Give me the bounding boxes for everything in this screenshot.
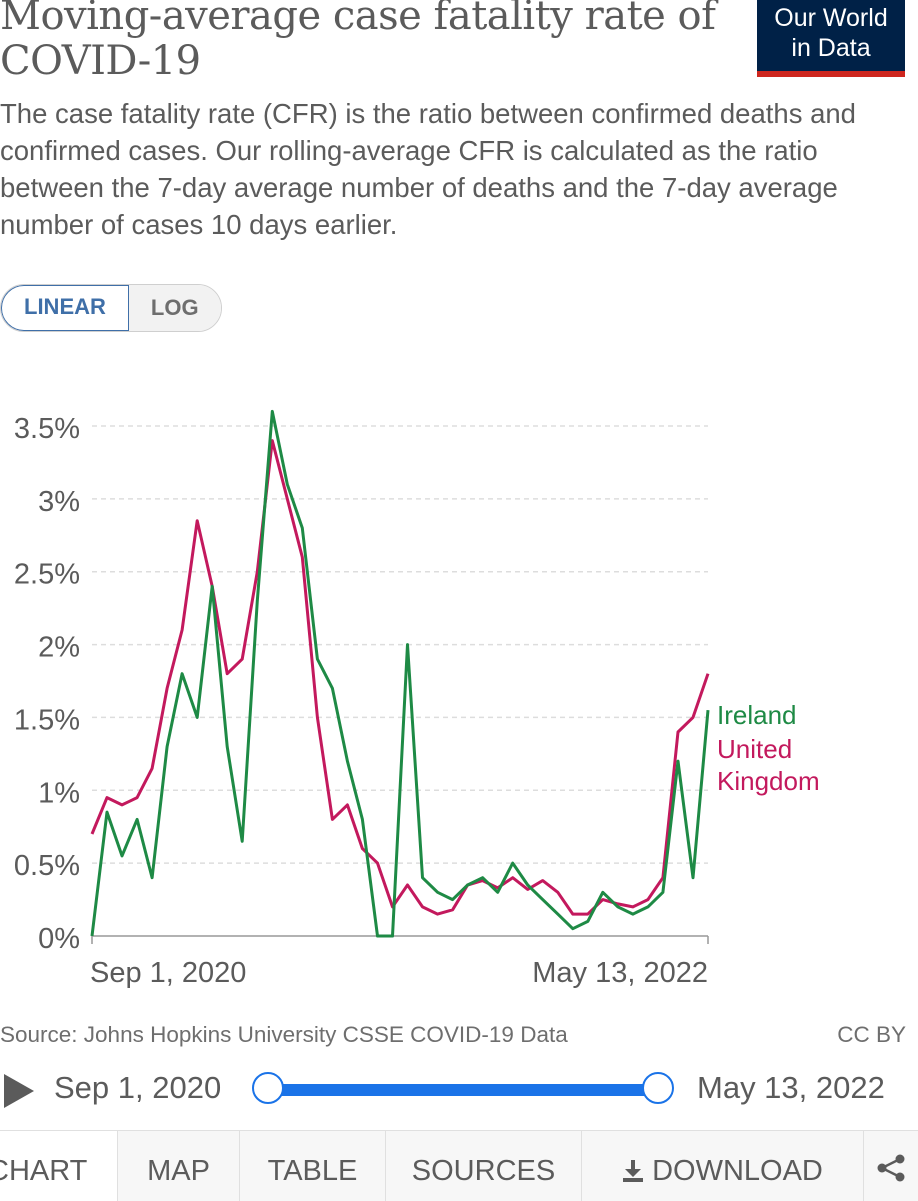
x-tick-label: Sep 1, 2020: [90, 957, 246, 989]
linear-scale-button[interactable]: LINEAR: [1, 285, 129, 331]
tab-chart[interactable]: CHART: [0, 1131, 118, 1201]
scale-toggle: LINEAR LOG: [0, 284, 222, 332]
tab-download[interactable]: DOWNLOAD: [582, 1131, 864, 1201]
series-line-ireland: [90, 409, 710, 938]
legend-label-ireland: Ireland: [717, 700, 797, 730]
share-button[interactable]: [864, 1131, 918, 1201]
chart-title: Moving-average case fatality rate of COV…: [0, 0, 716, 84]
y-tick-label: 1.5%: [14, 704, 80, 736]
license-link[interactable]: CC BY: [837, 1022, 906, 1047]
source-note[interactable]: Source: Johns Hopkins University CSSE CO…: [0, 1022, 568, 1047]
y-tick-label: 3.5%: [14, 413, 80, 445]
logo-line-1: Our World: [774, 4, 888, 32]
timeline-end-label: May 13, 2022: [697, 1070, 885, 1105]
x-tick-label: May 13, 2022: [532, 957, 708, 989]
line-chart: 0% 0.5% 1% 1.5% 2% 2.5% 3% 3.5% Sep 1, 2020 May 1…: [14, 409, 820, 989]
legend-label-united-kingdom-line2: Kingdom: [717, 766, 820, 796]
y-tick-label: 2%: [38, 632, 80, 664]
y-tick-label: 3%: [38, 486, 80, 518]
tab-map[interactable]: MAP: [118, 1131, 240, 1201]
play-icon[interactable]: [4, 1074, 34, 1108]
y-tick-label: 0.5%: [14, 850, 80, 882]
tab-table[interactable]: TABLE: [240, 1131, 386, 1201]
tab-download-label: DOWNLOAD: [652, 1155, 823, 1187]
tab-bar: CHART MAP TABLE SOURCES DOWNLOAD: [0, 1130, 918, 1201]
y-tick-label: 0%: [38, 923, 80, 955]
timeline-start-handle[interactable]: [252, 1072, 284, 1104]
log-scale-button[interactable]: LOG: [128, 285, 221, 331]
series-line-united-kingdom: [90, 439, 710, 916]
timeline-slider-track[interactable]: [268, 1084, 658, 1096]
timeline-start-label: Sep 1, 2020: [54, 1070, 222, 1105]
tab-sources[interactable]: SOURCES: [386, 1131, 582, 1201]
chart-subtitle: The case fatality rate (CFR) is the rati…: [0, 98, 856, 240]
timeline-end-handle[interactable]: [642, 1072, 674, 1104]
y-tick-label: 2.5%: [14, 559, 80, 591]
owid-logo[interactable]: Our World in Data: [757, 0, 905, 77]
y-tick-label: 1%: [38, 777, 80, 809]
share-icon: [877, 1154, 905, 1182]
legend-label-united-kingdom-line1: United: [717, 734, 792, 764]
download-icon: [623, 1160, 644, 1182]
logo-line-2: in Data: [791, 34, 871, 62]
